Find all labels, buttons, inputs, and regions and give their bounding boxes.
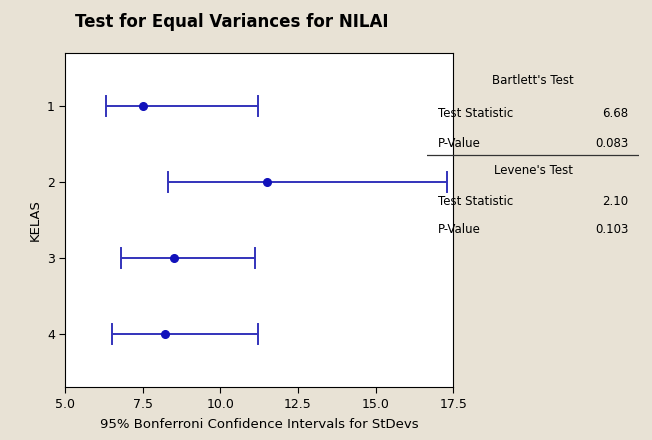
Text: 0.103: 0.103 <box>595 224 629 236</box>
Text: 0.083: 0.083 <box>595 137 629 150</box>
Text: Levene's Test: Levene's Test <box>494 164 572 176</box>
Text: Bartlett's Test: Bartlett's Test <box>492 74 574 87</box>
Y-axis label: KELAS: KELAS <box>28 199 41 241</box>
Text: Test Statistic: Test Statistic <box>437 107 513 121</box>
Text: P-Value: P-Value <box>437 137 481 150</box>
Text: P-Value: P-Value <box>437 224 481 236</box>
Text: 6.68: 6.68 <box>602 107 629 121</box>
Text: 2.10: 2.10 <box>602 195 629 209</box>
Text: Test for Equal Variances for NILAI: Test for Equal Variances for NILAI <box>75 13 388 31</box>
Text: Test Statistic: Test Statistic <box>437 195 513 209</box>
X-axis label: 95% Bonferroni Confidence Intervals for StDevs: 95% Bonferroni Confidence Intervals for … <box>100 418 419 431</box>
